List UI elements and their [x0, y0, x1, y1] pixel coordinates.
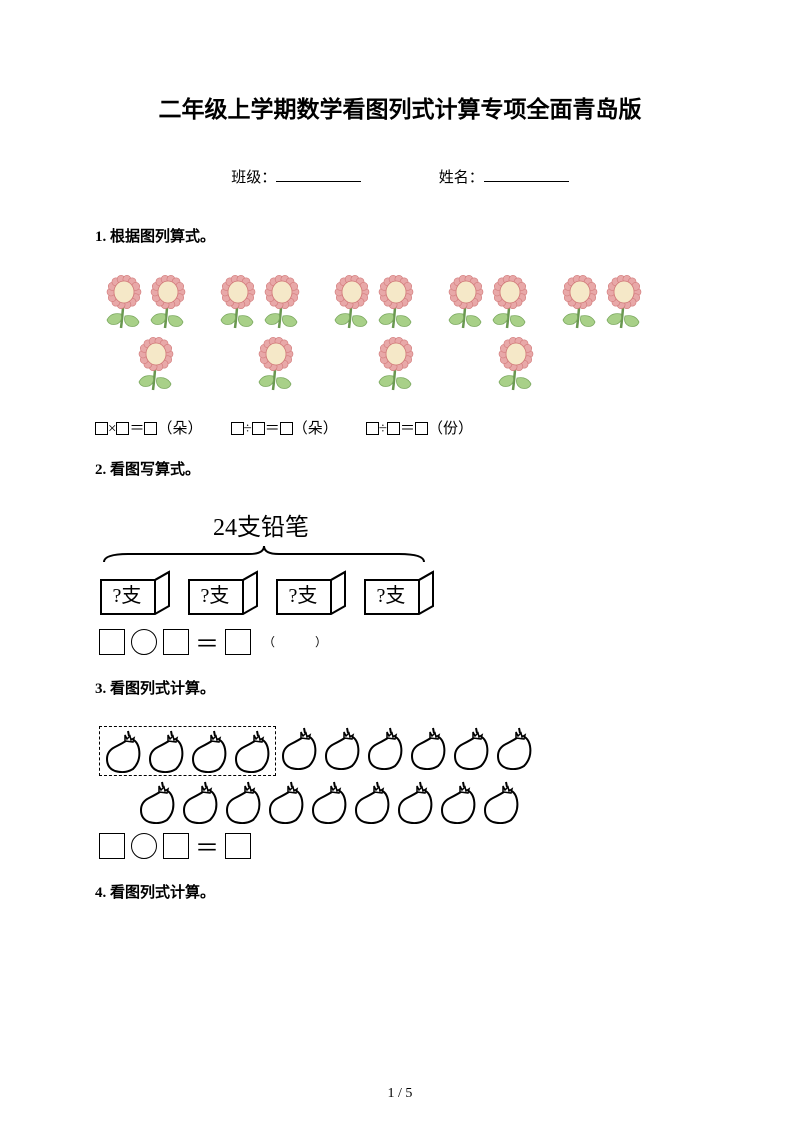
answer-box: [225, 629, 251, 655]
svg-text:?支: ?支: [289, 584, 318, 607]
svg-text:?支: ?支: [201, 584, 230, 607]
eggplant-icon: [365, 726, 405, 770]
q4-label: 4. 看图列式计算。: [95, 881, 705, 902]
answer-box: [95, 422, 108, 435]
answer-box: [252, 422, 265, 435]
dashed-group: [99, 726, 276, 776]
operator-circle: [131, 833, 157, 859]
answer-box: [99, 629, 125, 655]
flower-single: [375, 336, 417, 399]
eggplant-icon: [103, 729, 143, 773]
flower-icon: [261, 274, 303, 332]
eggplant-icon: [309, 780, 349, 824]
eggplant-icon: [494, 726, 534, 770]
flower-pair: [559, 274, 645, 332]
operator-circle: [131, 629, 157, 655]
eggplant-icon: [438, 780, 478, 824]
q3-equation: ＝: [95, 828, 705, 863]
flower-icon: [603, 274, 645, 332]
answer-box: [163, 629, 189, 655]
eggplant-figure: ＝: [95, 726, 705, 863]
q1-equations: ×＝（朵）÷＝（朵）÷＝（份）: [95, 417, 705, 438]
q2-label: 2. 看图写算式。: [95, 458, 705, 479]
flower-figure: [95, 274, 705, 399]
eggplant-icon: [322, 726, 362, 770]
eggplant-icon: [189, 729, 229, 773]
info-row: 班级： 姓名：: [95, 166, 705, 187]
flower-icon: [495, 336, 537, 394]
flower-icon: [135, 336, 177, 394]
answer-box: [163, 833, 189, 859]
answer-box: [99, 833, 125, 859]
eggplant-icon: [395, 780, 435, 824]
flower-pair: [331, 274, 417, 332]
eggplant-icon: [451, 726, 491, 770]
pencil-box: ?支: [99, 570, 171, 616]
eggplant-icon: [279, 726, 319, 770]
eggplant-icon: [137, 780, 177, 824]
brace-icon: [99, 544, 429, 564]
flower-icon: [217, 274, 259, 332]
eggplant-icon: [232, 729, 272, 773]
flower-pair: [217, 274, 303, 332]
flower-icon: [375, 336, 417, 394]
pencil-box: ?支: [187, 570, 259, 616]
answer-box: [415, 422, 428, 435]
flower-single: [135, 336, 177, 399]
q3-label: 3. 看图列式计算。: [95, 677, 705, 698]
flower-icon: [559, 274, 601, 332]
eggplant-icon: [180, 780, 220, 824]
answer-box: [116, 422, 129, 435]
flower-single: [255, 336, 297, 399]
flower-icon: [375, 274, 417, 332]
eggplant-icon: [481, 780, 521, 824]
flower-icon: [147, 274, 189, 332]
pencil-box: ?支: [363, 570, 435, 616]
answer-box: [225, 833, 251, 859]
flower-icon: [255, 336, 297, 394]
pencil-figure: 24支铅笔 ?支 ?支 ?支 ?支: [95, 507, 705, 659]
flower-pair: [445, 274, 531, 332]
flower-icon: [489, 274, 531, 332]
flower-icon: [331, 274, 373, 332]
flower-pair: [103, 274, 189, 332]
answer-box: [144, 422, 157, 435]
answer-box: [366, 422, 379, 435]
unit-paren: （ ）: [263, 633, 341, 650]
q1-label: 1. 根据图列算式。: [95, 225, 705, 246]
page-number: 1 / 5: [0, 1086, 800, 1102]
eggplant-icon: [266, 780, 306, 824]
class-label: 班级：: [231, 170, 276, 186]
pencil-box: ?支: [275, 570, 347, 616]
svg-text:?支: ?支: [113, 584, 142, 607]
pencil-title: 24支铅笔: [95, 507, 705, 542]
flower-icon: [103, 274, 145, 332]
svg-text:?支: ?支: [377, 584, 406, 607]
name-blank: [484, 168, 569, 182]
page-title: 二年级上学期数学看图列式计算专项全面青岛版: [95, 90, 705, 124]
eggplant-icon: [146, 729, 186, 773]
eggplant-icon: [223, 780, 263, 824]
class-blank: [276, 168, 361, 182]
name-label: 姓名：: [439, 170, 484, 186]
flower-icon: [445, 274, 487, 332]
answer-box: [387, 422, 400, 435]
answer-box: [280, 422, 293, 435]
flower-single: [495, 336, 537, 399]
eggplant-icon: [352, 780, 392, 824]
answer-box: [231, 422, 244, 435]
eggplant-icon: [408, 726, 448, 770]
q2-equation: ＝（ ）: [95, 624, 705, 659]
